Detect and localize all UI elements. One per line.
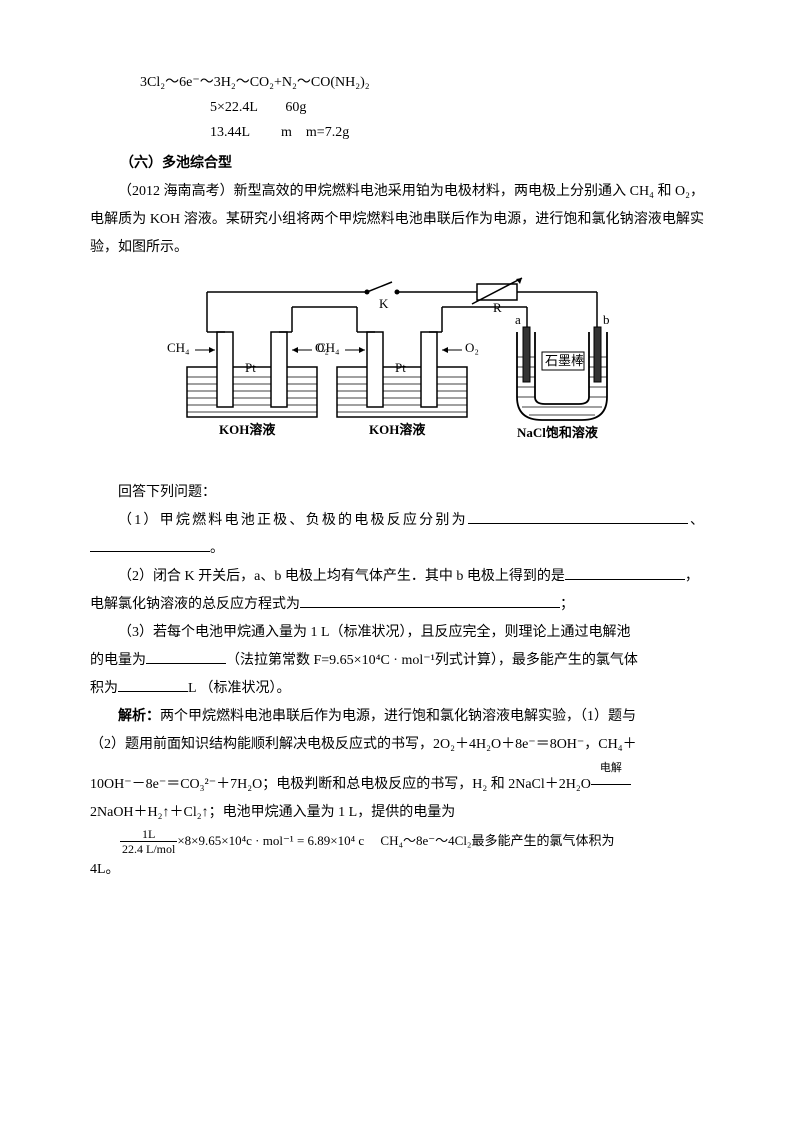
q3-l2-pre: 的电量为 bbox=[90, 653, 146, 668]
after-calc: CH₄～8e⁻～4Cl₂最多能产生的氯气体积为 bbox=[380, 832, 614, 847]
solution-final: 4L。 bbox=[90, 856, 704, 884]
answer-lead: 回答下列问题： bbox=[118, 479, 704, 507]
q3-blank-2 bbox=[118, 677, 188, 692]
circuit-diagram: K R bbox=[90, 272, 704, 473]
u-tube-electrolysis: a b 石墨棒 NaCl饱和溶液 bbox=[515, 312, 610, 440]
q2-l1-tail: ， bbox=[685, 569, 699, 584]
eq-line-1: 3Cl₂～6e⁻～3H₂～CO₂+N₂～CO(NH₂)₂ bbox=[140, 70, 704, 95]
problem-intro: （2012 海南高考）新型高效的甲烷燃料电池采用铂为电极材料，两电极上分别通入 … bbox=[90, 178, 704, 262]
q2-blank-2 bbox=[300, 593, 560, 608]
pt-label-2: Pt bbox=[395, 360, 406, 375]
ch4-label-1: CH₄ bbox=[167, 340, 190, 355]
q3-l3-tail: L （标准状况）。 bbox=[188, 681, 291, 696]
question-3-line1: （3）若每个电池甲烷通入量为 1 L（标准状况），且反应完全，则理论上通过电解池 bbox=[90, 619, 704, 647]
solution-label: 解析： bbox=[118, 709, 160, 724]
question-1: （1）甲烷燃料电池正极、负极的电极反应分别为 、。 bbox=[90, 507, 704, 563]
eq-line-2: 5×22.4L 60g bbox=[210, 95, 704, 120]
sol-p3-pre: 10OH⁻－8e⁻＝CO₃²⁻＋7H₂O；电极判断和总电极反应的书写，H₂ 和 … bbox=[90, 777, 591, 792]
graphite-label: 石墨棒 bbox=[545, 353, 584, 368]
fuel-cell-2: Pt CH₄ O₂ KOH溶液 bbox=[317, 332, 479, 437]
q3-l2-mid: （法拉第常数 F=9.65×10⁴C · mol⁻¹列式计算），最多能产生的氯气… bbox=[226, 653, 638, 668]
question-3-line3: 积为 L （标准状况）。 bbox=[90, 675, 704, 703]
q2-l2-pre: 电解氯化钠溶液的总反应方程式为 bbox=[90, 597, 300, 612]
q1-sep: 、 bbox=[688, 513, 704, 528]
pt-label-1: Pt bbox=[245, 360, 256, 375]
q1-blank-2 bbox=[90, 537, 210, 552]
solution-p2: （2）题用前面知识结构能顺利解决电极反应式的书写，2O₂＋4H₂O＋8e⁻＝8O… bbox=[90, 731, 704, 759]
question-3-line2: 的电量为 （法拉第常数 F=9.65×10⁴C · mol⁻¹列式计算），最多能产… bbox=[90, 647, 704, 675]
section-heading: （六）多池综合型 bbox=[120, 150, 704, 178]
q2-blank-1 bbox=[565, 565, 685, 580]
q1-tail: 。 bbox=[210, 541, 224, 556]
frac-numerator: 1L bbox=[120, 827, 177, 842]
o2-label-2: O₂ bbox=[465, 340, 479, 355]
fuel-cell-1: Pt CH₄ O₂ KOH溶液 bbox=[167, 332, 329, 437]
terminal-b: b bbox=[603, 312, 610, 327]
page-body: 3Cl₂～6e⁻～3H₂～CO₂+N₂～CO(NH₂)₂ 5×22.4L 60g… bbox=[0, 0, 794, 924]
koh-label-2: KOH溶液 bbox=[369, 422, 425, 437]
q2-l1-pre: （2）闭合 K 开关后，a、b 电极上均有气体产生．其中 b 电极上得到的是 bbox=[118, 569, 565, 584]
ch4-label-2: CH₄ bbox=[317, 340, 340, 355]
q3-l3-pre: 积为 bbox=[90, 681, 118, 696]
question-2-line1: （2）闭合 K 开关后，a、b 电极上均有气体产生．其中 b 电极上得到的是 ， bbox=[90, 563, 704, 591]
nacl-label: NaCl饱和溶液 bbox=[517, 425, 598, 440]
frac-denominator: 22.4 L/mol bbox=[120, 842, 177, 856]
q3-blank-1 bbox=[146, 649, 226, 664]
fraction: 1L 22.4 L/mol bbox=[120, 827, 177, 857]
calc-tail: ×8×9.65×10⁴c · mol⁻¹ = 6.89×10⁴ c bbox=[177, 832, 364, 847]
switch-label: K bbox=[379, 296, 389, 311]
q1-blank-1 bbox=[468, 509, 688, 524]
q1-prefix: （1）甲烷燃料电池正极、负极的电极反应分别为 bbox=[118, 513, 468, 528]
solution-p3: 10OH⁻－8e⁻＝CO₃²⁻＋7H₂O；电极判断和总电极反应的书写，H₂ 和 … bbox=[90, 759, 704, 799]
q2-l2-tail: ； bbox=[560, 597, 574, 612]
arrow-label: 电解 bbox=[600, 757, 622, 779]
koh-label-1: KOH溶液 bbox=[219, 422, 275, 437]
solution-calc-line: 1L 22.4 L/mol ×8×9.65×10⁴c · mol⁻¹ = 6.8… bbox=[120, 827, 704, 857]
terminal-a: a bbox=[515, 312, 521, 327]
solution-p4: 2NaOH＋H₂↑＋Cl₂↑；电池甲烷通入量为 1 L，提供的电量为 bbox=[90, 799, 704, 827]
sol-p1-text: 两个甲烷燃料电池串联后作为电源，进行饱和氯化钠溶液电解实验，（1）题与 bbox=[160, 709, 636, 724]
electrolysis-arrow: 电解 bbox=[591, 759, 631, 799]
question-2-line2: 电解氯化钠溶液的总反应方程式为 ； bbox=[90, 591, 704, 619]
solution-p1: 解析：两个甲烷燃料电池串联后作为电源，进行饱和氯化钠溶液电解实验，（1）题与 bbox=[90, 703, 704, 731]
eq-line-3: 13.44L m m=7.2g bbox=[210, 120, 704, 145]
